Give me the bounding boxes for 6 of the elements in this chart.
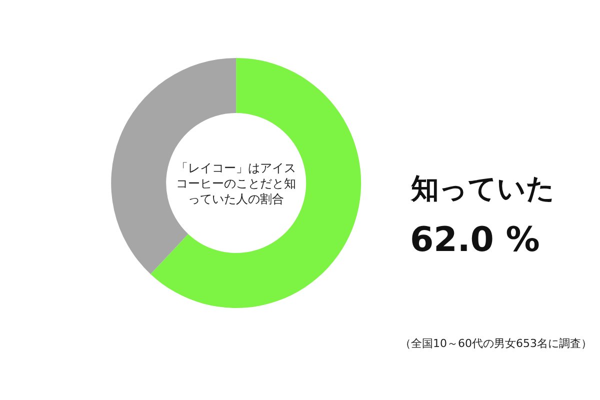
donut-slice — [150, 58, 362, 308]
text: 「レイコー」はアイスコーヒーのことだと知っていた人の割合 — [176, 161, 296, 206]
donut-slice — [111, 58, 236, 274]
text: （全国10～60代の男女653名に調査） — [400, 337, 592, 350]
data-label: 62.0 % — [410, 220, 540, 260]
slice-label: 知っていた — [410, 172, 555, 205]
